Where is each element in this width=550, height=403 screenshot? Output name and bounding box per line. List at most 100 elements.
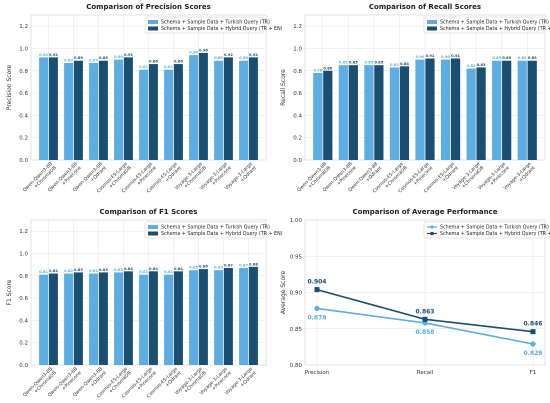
bar-value-label: 0.91 [451,54,460,58]
bar [164,69,174,160]
y-tick-label: 0.4 [19,318,28,324]
bar [425,58,435,160]
bar [415,59,425,160]
bar-value-label: 0.81 [164,270,173,274]
y-tick-label: 0.4 [293,113,302,119]
point-value-label: 0.846 [524,321,543,328]
point-value-label: 0.858 [416,329,435,336]
bar [223,57,233,161]
y-tick-label: 0.8 [19,274,28,280]
bar [173,64,183,160]
bar [98,60,108,160]
y-tick-label: 1.2 [293,24,302,30]
bar [399,66,410,160]
bar [248,57,258,161]
bar-value-label: 0.84 [400,62,409,66]
y-axis-label: F1 Score [6,279,13,305]
bar [114,59,124,160]
bar [73,272,83,365]
bar-value-label: 0.91 [426,54,435,58]
y-tick-label: 1.0 [19,46,28,52]
bar [313,73,323,160]
y-tick-label: 1.2 [19,24,28,30]
chart-title: Comparison of Average Performance [353,208,498,216]
bar-value-label: 0.84 [149,267,158,271]
bar-value-label: 0.90 [114,55,123,59]
bar-value-label: 0.85 [339,61,348,65]
bar [527,60,537,160]
y-tick-label: 1.0 [19,251,28,257]
bar-value-label: 0.83 [477,63,486,67]
legend-entry: Schema + Sample Data + Turkish Query (TR… [440,225,549,231]
bar-value-label: 0.82 [64,269,73,273]
legend-entry: Schema + Sample Data + Hybrid Query (TR … [161,26,283,32]
bar-value-label: 0.83 [74,268,83,272]
bar-value-label: 0.92 [39,53,48,57]
chart-title: Comparison of Recall Scores [369,3,481,11]
bar-value-label: 0.92 [249,53,258,57]
legend-entry: Schema + Sample Data + Turkish Query (TR… [440,20,549,26]
bar [374,65,384,160]
bar-value-label: 0.89 [99,56,108,60]
bar [148,64,158,160]
bar-value-label: 0.81 [164,65,173,69]
chart-title: Comparison of Precision Scores [86,3,211,11]
bar-value-label: 0.89 [74,56,83,60]
bar [48,273,58,365]
bar [173,271,183,365]
bar [64,273,74,365]
bar [223,267,233,365]
bar [114,272,124,365]
legend-entry: Schema + Sample Data + Turkish Query (TR… [161,225,270,231]
y-tick-label: 0.2 [19,341,28,347]
bar-value-label: 0.86 [174,60,183,64]
point-value-label: 0.829 [524,350,543,357]
y-tick-label: 0.90 [290,291,303,297]
bar-value-label: 0.83 [114,268,123,272]
bar-value-label: 0.87 [224,263,233,267]
bar-value-label: 0.96 [199,48,208,52]
bar [517,60,527,160]
bar-value-label: 0.87 [64,58,73,62]
bar-value-label: 0.82 [49,269,58,273]
precision-chart: 0.0 0.2 0.4 0.6 0.8 1.0 1.2 Comparison of Preci… [6,3,283,194]
point-value-label: 0.904 [308,279,327,286]
bar [476,67,486,160]
y-tick-label: 0.8 [19,69,28,75]
bar [348,65,358,160]
bar-value-label: 0.85 [214,266,223,270]
bar [239,267,249,365]
bar-value-label: 0.89 [518,56,527,60]
bar-value-label: 0.81 [139,65,148,69]
y-axis-label: Average Score [280,271,287,315]
bar-value-label: 0.86 [199,265,208,269]
legend-box [423,221,544,239]
bar-value-label: 0.92 [224,53,233,57]
legend-swatch [148,20,158,24]
bar [466,68,476,160]
bar [164,274,174,365]
bar [64,62,74,160]
bar [198,52,208,160]
point-value-label: 0.863 [416,308,435,315]
bar-value-label: 0.81 [139,270,148,274]
legend-box [144,16,265,34]
bar [39,274,49,365]
y-axis-label: Precision Score [6,64,13,110]
bar-value-label: 0.89 [239,56,248,60]
bar [239,60,249,160]
bar-value-label: 0.90 [441,55,450,59]
legend-entry: Schema + Sample Data + Hybrid Query (TR … [161,231,283,237]
x-tick-label: Precision [305,370,330,376]
y-tick-label: 0.0 [293,158,302,164]
y-tick-label: 1.2 [19,229,28,235]
legend-marker [430,225,434,229]
data-point [530,341,536,347]
data-point [314,287,320,293]
y-tick-label: 0.0 [19,158,28,164]
data-point [422,316,428,322]
data-point [530,329,536,335]
y-tick-label: 0.4 [19,113,28,119]
bar-value-label: 0.94 [189,51,198,55]
